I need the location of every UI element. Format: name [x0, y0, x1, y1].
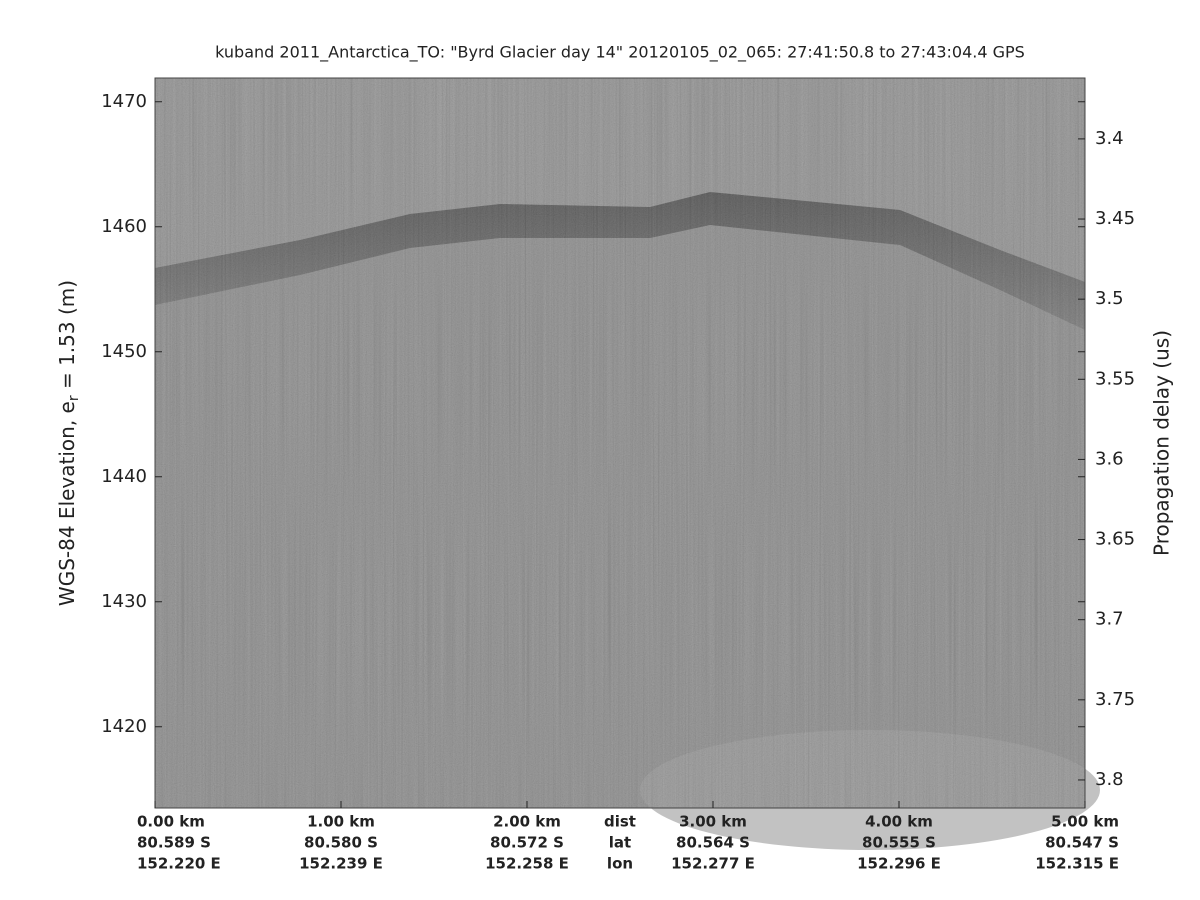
- lat-label: 80.572 S: [490, 834, 564, 852]
- lat-label: 80.547 S: [1045, 834, 1119, 852]
- lon-label: 152.239 E: [299, 855, 383, 873]
- row-label: dist: [604, 813, 636, 831]
- y-tick-label: 1430: [101, 591, 147, 612]
- row-label: lat: [609, 834, 631, 852]
- y2-tick-label: 3.55: [1095, 368, 1135, 389]
- y2-tick-label: 3.8: [1095, 769, 1124, 790]
- y2-tick-label: 3.45: [1095, 208, 1135, 229]
- lat-label: 80.555 S: [862, 834, 936, 852]
- y-label-text: = 1.53 (m): [55, 280, 79, 395]
- y-tick-label: 1450: [101, 341, 147, 362]
- x-tick-label: 3.00 km: [679, 813, 747, 831]
- lon-label: 152.258 E: [485, 855, 569, 873]
- x-tick-label: 0.00 km: [137, 813, 205, 831]
- y-label-text: WGS-84 Elevation, e: [55, 401, 79, 606]
- y-axis-label: WGS-84 Elevation, er = 1.53 (m): [55, 280, 83, 606]
- y2-tick-label: 3.6: [1095, 448, 1124, 469]
- y2-tick-label: 3.5: [1095, 288, 1124, 309]
- lon-label: 152.277 E: [671, 855, 755, 873]
- y-tick-label: 1420: [101, 716, 147, 737]
- y-tick-label: 1440: [101, 466, 147, 487]
- lat-label: 80.589 S: [137, 834, 211, 852]
- x-tick-label: 4.00 km: [865, 813, 933, 831]
- lon-label: 152.315 E: [1035, 855, 1119, 873]
- y2-axis-label: Propagation delay (us): [1150, 330, 1174, 556]
- x-tick-label: 2.00 km: [493, 813, 561, 831]
- lon-label: 152.220 E: [137, 855, 221, 873]
- y-tick-label: 1470: [101, 91, 147, 112]
- lon-label: 152.296 E: [857, 855, 941, 873]
- y2-tick-label: 3.4: [1095, 128, 1124, 149]
- lat-label: 80.580 S: [304, 834, 378, 852]
- chart-title: kuband 2011_Antarctica_TO: "Byrd Glacier…: [215, 43, 1025, 63]
- x-tick-label: 5.00 km: [1051, 813, 1119, 831]
- lat-label: 80.564 S: [676, 834, 750, 852]
- echogram-image: [154, 77, 1100, 850]
- y-label-sub: r: [66, 395, 82, 401]
- y2-tick-label: 3.7: [1095, 609, 1124, 630]
- y2-tick-label: 3.75: [1095, 689, 1135, 710]
- x-tick-label: 1.00 km: [307, 813, 375, 831]
- y-tick-label: 1460: [101, 216, 147, 237]
- y2-tick-label: 3.65: [1095, 529, 1135, 550]
- row-label: lon: [607, 855, 633, 873]
